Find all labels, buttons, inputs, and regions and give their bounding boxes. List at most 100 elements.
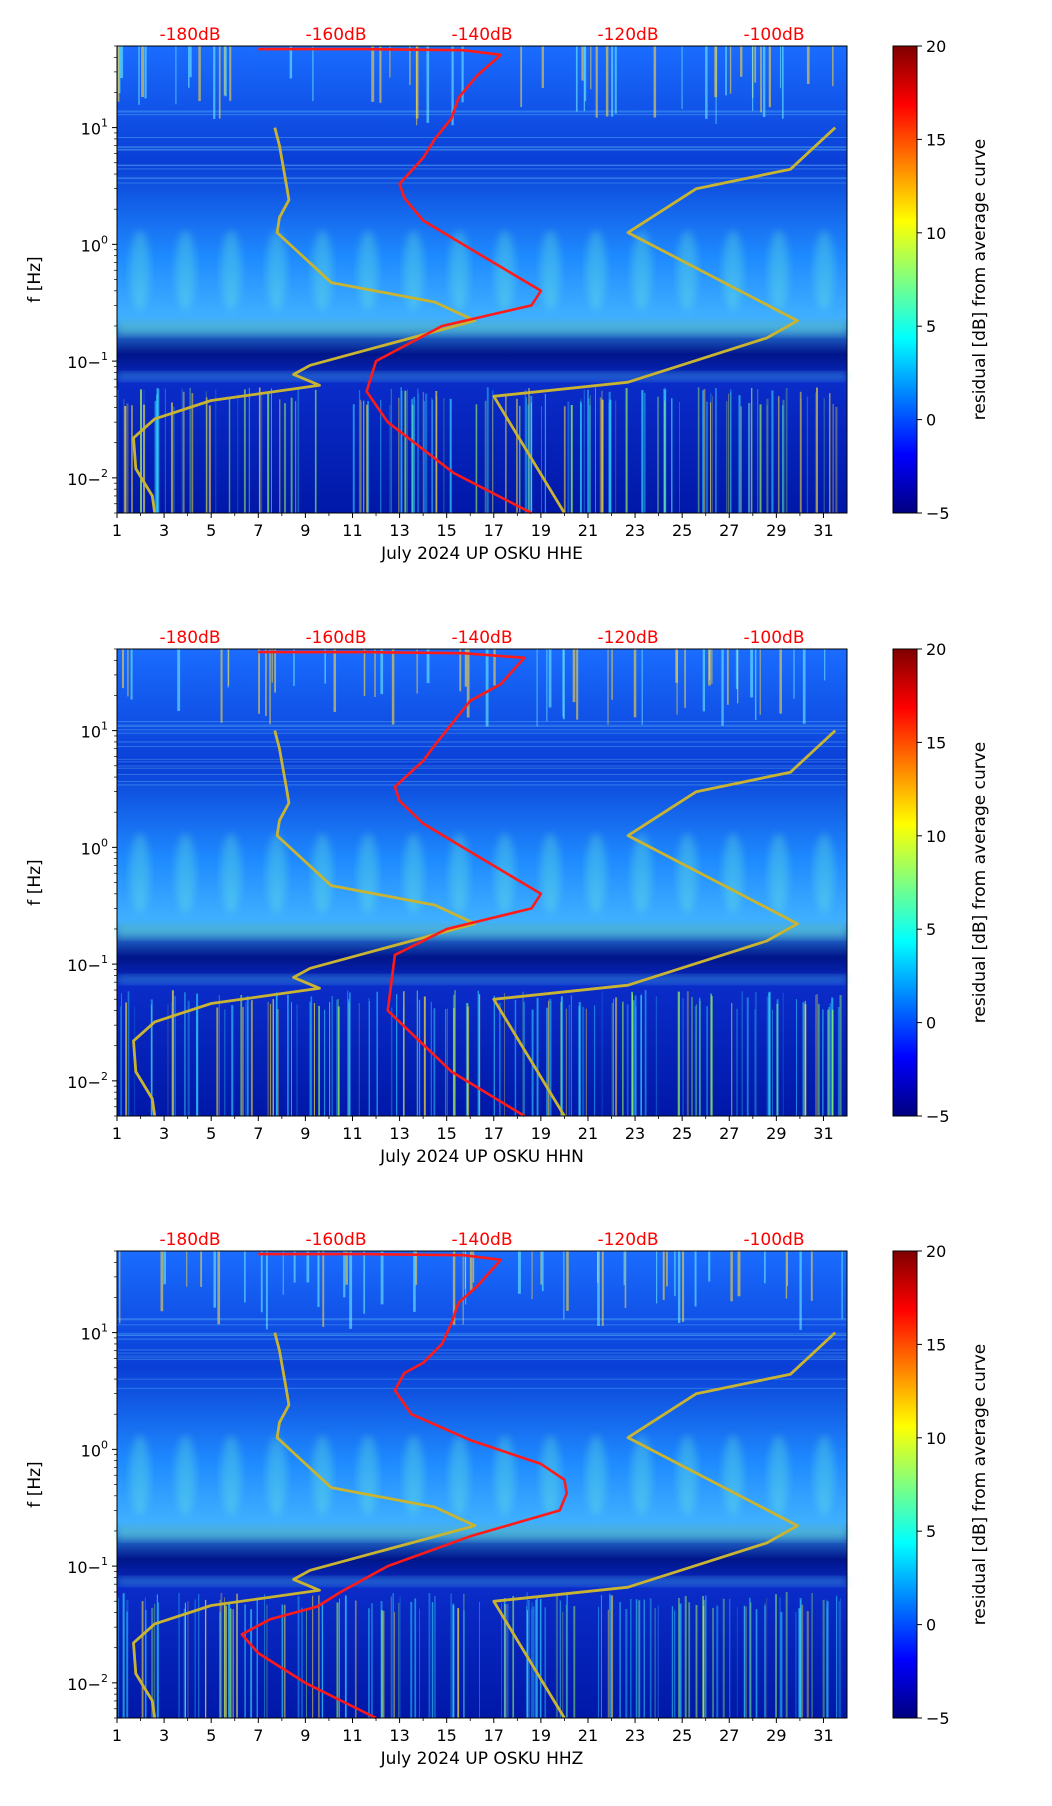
colorbar-gradient (892, 45, 918, 514)
top-db-label: -120dB (597, 25, 658, 45)
x-tick-label: 1 (112, 1124, 122, 1143)
colorbar-tick-label: 10 (926, 1429, 946, 1448)
y-tick-label: 10−2 (67, 467, 108, 489)
x-tick-label: 25 (672, 521, 692, 540)
x-tick-label: 5 (206, 1124, 216, 1143)
top-db-label: -100dB (743, 628, 804, 648)
x-tick-label: 27 (719, 521, 739, 540)
x-tick-label: 21 (578, 1124, 598, 1143)
y-tick-label: 10−2 (67, 1672, 108, 1694)
x-tick-label: 31 (813, 1726, 833, 1745)
top-db-label: -100dB (743, 1230, 804, 1250)
spectrogram-streaks (116, 46, 847, 513)
x-tick-label: 17 (484, 1726, 504, 1745)
top-db-label: -160dB (305, 628, 366, 648)
colorbar: −5 0 5 10 15 20 (892, 37, 950, 523)
noise-model-high-line (492, 126, 837, 514)
top-db-label: -160dB (305, 25, 366, 45)
x-tick-label: 21 (578, 1726, 598, 1745)
colorbar-tick-label: 5 (926, 920, 936, 939)
colorbar-tick-label: −5 (926, 1107, 950, 1126)
x-tick-label: 13 (389, 521, 409, 540)
top-db-label: -120dB (597, 628, 658, 648)
colorbar-label: residual [dB] from average curve (970, 1344, 990, 1625)
y-tick-label: 10−1 (67, 350, 108, 372)
colorbar-tick-label: 10 (926, 224, 946, 243)
average-curve-line (240, 1252, 569, 1720)
y-axis-label: f [Hz] (25, 859, 45, 905)
y-tick-label: 101 (81, 1322, 108, 1344)
average-curve-line (258, 650, 543, 1118)
top-db-label: -140dB (451, 628, 512, 648)
colorbar-tick-label: 20 (926, 640, 946, 659)
x-tick-label: 27 (719, 1124, 739, 1143)
x-tick-label: 29 (766, 1124, 786, 1143)
x-tick-label: 27 (719, 1726, 739, 1745)
x-tick-label: 29 (766, 521, 786, 540)
x-tick-label: 9 (300, 1124, 310, 1143)
y-tick-label: 10−1 (67, 953, 108, 975)
spectrogram-streaks (117, 649, 847, 1116)
y-axis-ticks: 10−2 10−1 100 101 (67, 648, 117, 1117)
y-axis-label: f [Hz] (25, 256, 45, 302)
x-tick-label: 21 (578, 521, 598, 540)
x-tick-label: 23 (625, 1726, 645, 1745)
y-axis-ticks: 10−2 10−1 100 101 (67, 45, 117, 514)
x-tick-label: 19 (531, 521, 551, 540)
x-axis-ticks: 1 3 5 7 9 11 13 15 17 19 21 23 25 27 29 31 (112, 1116, 834, 1143)
overlay-curves (132, 650, 837, 1118)
x-tick-label: 3 (159, 521, 169, 540)
colorbar-tick-label: 0 (926, 411, 936, 430)
colorbar-tick-label: 20 (926, 37, 946, 56)
y-tick-label: 101 (81, 720, 108, 742)
y-tick-label: 10−1 (67, 1555, 108, 1577)
colorbar-tick-label: 20 (926, 1242, 946, 1261)
x-tick-label: 23 (625, 1124, 645, 1143)
overlay-curves (132, 1252, 837, 1720)
x-tick-label: 23 (625, 521, 645, 540)
x-tick-label: 15 (436, 521, 456, 540)
top-db-label: -160dB (305, 1230, 366, 1250)
noise-model-high-line (492, 729, 837, 1117)
x-tick-label: 1 (112, 1726, 122, 1745)
colorbar-label: residual [dB] from average curve (970, 139, 990, 420)
spectrogram-streaks (117, 1251, 847, 1718)
x-tick-label: 7 (253, 1726, 263, 1745)
noise-model-low-line (132, 127, 477, 514)
noise-model-low-line (132, 1332, 477, 1719)
colorbar: −5 0 5 10 15 20 (892, 640, 950, 1126)
x-axis-ticks: 1 3 5 7 9 11 13 15 17 19 21 23 25 27 29 31 (112, 1718, 834, 1745)
y-tick-label: 100 (81, 1438, 108, 1460)
x-tick-label: 31 (813, 521, 833, 540)
x-axis-ticks: 1 3 5 7 9 11 13 15 17 19 21 23 25 27 29 31 (112, 513, 834, 540)
x-tick-label: 25 (672, 1124, 692, 1143)
x-tick-label: 5 (206, 1726, 216, 1745)
y-tick-label: 10−2 (67, 1070, 108, 1092)
colorbar-tick-label: 0 (926, 1014, 936, 1033)
x-tick-label: 19 (531, 1726, 551, 1745)
colorbar-tick-label: −5 (926, 1709, 950, 1728)
colorbar-tick-label: 0 (926, 1616, 936, 1635)
x-tick-label: 11 (342, 521, 362, 540)
x-tick-label: 11 (342, 1124, 362, 1143)
colorbar-label: residual [dB] from average curve (970, 742, 990, 1023)
x-tick-label: 3 (159, 1726, 169, 1745)
colorbar-tick-label: 5 (926, 1522, 936, 1541)
colorbar-tick-label: −5 (926, 504, 950, 523)
top-db-label: -120dB (597, 1230, 658, 1250)
x-tick-label: 7 (253, 1124, 263, 1143)
y-axis-label: f [Hz] (25, 1461, 45, 1507)
x-tick-label: 3 (159, 1124, 169, 1143)
x-tick-label: 9 (300, 521, 310, 540)
top-db-label: -180dB (159, 1230, 220, 1250)
colorbar: −5 0 5 10 15 20 (892, 1242, 950, 1728)
colorbar-gradient (892, 1250, 918, 1719)
colorbar-tick-label: 15 (926, 1335, 946, 1354)
x-tick-label: 13 (389, 1124, 409, 1143)
x-axis-label: July 2024 UP OSKU HHN (379, 1147, 584, 1167)
colorbar-tick-label: 15 (926, 733, 946, 752)
y-tick-label: 101 (81, 117, 108, 139)
colorbar-tick-label: 15 (926, 130, 946, 149)
y-tick-label: 100 (81, 233, 108, 255)
